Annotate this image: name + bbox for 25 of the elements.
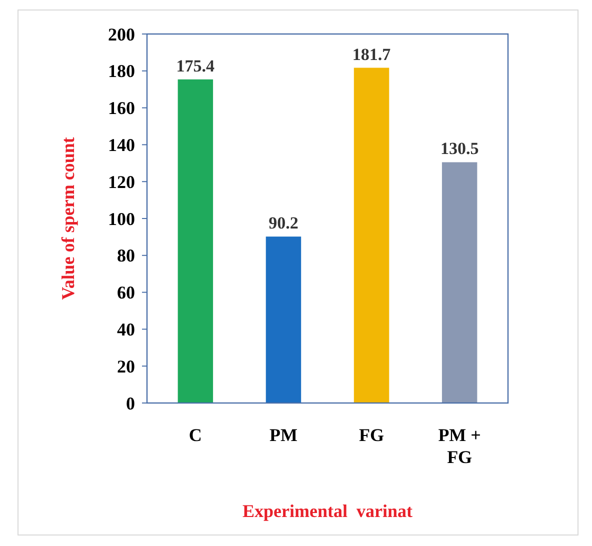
x-tick-label: PM + FG — [438, 425, 481, 467]
bar — [178, 79, 214, 403]
bar — [442, 162, 478, 403]
data-label: 130.5 — [440, 139, 479, 158]
y-tick-label: 120 — [108, 172, 135, 192]
y-tick-label: 20 — [117, 356, 135, 376]
y-tick-label: 200 — [108, 24, 135, 44]
x-tick-label: FG — [359, 425, 384, 445]
bar — [266, 236, 302, 403]
y-tick-label: 40 — [117, 320, 135, 340]
data-label: 181.7 — [352, 44, 392, 64]
x-tick-label: C — [188, 425, 202, 445]
y-axis-title: Value of sperm count — [58, 137, 78, 300]
data-label: 90.2 — [268, 214, 298, 233]
y-tick-label: 160 — [108, 98, 135, 118]
y-tick-label: 80 — [117, 246, 135, 266]
x-tick-label: PM — [269, 425, 298, 445]
y-tick-label: 180 — [108, 61, 135, 82]
bar — [354, 68, 390, 403]
y-tick-label: 0 — [126, 393, 135, 414]
data-label: 175.4 — [176, 56, 216, 76]
y-tick-label: 60 — [117, 282, 135, 303]
x-axis-title: Experimental varinat — [242, 501, 412, 521]
y-tick-label: 140 — [108, 135, 135, 155]
y-tick-label: 100 — [108, 208, 135, 229]
